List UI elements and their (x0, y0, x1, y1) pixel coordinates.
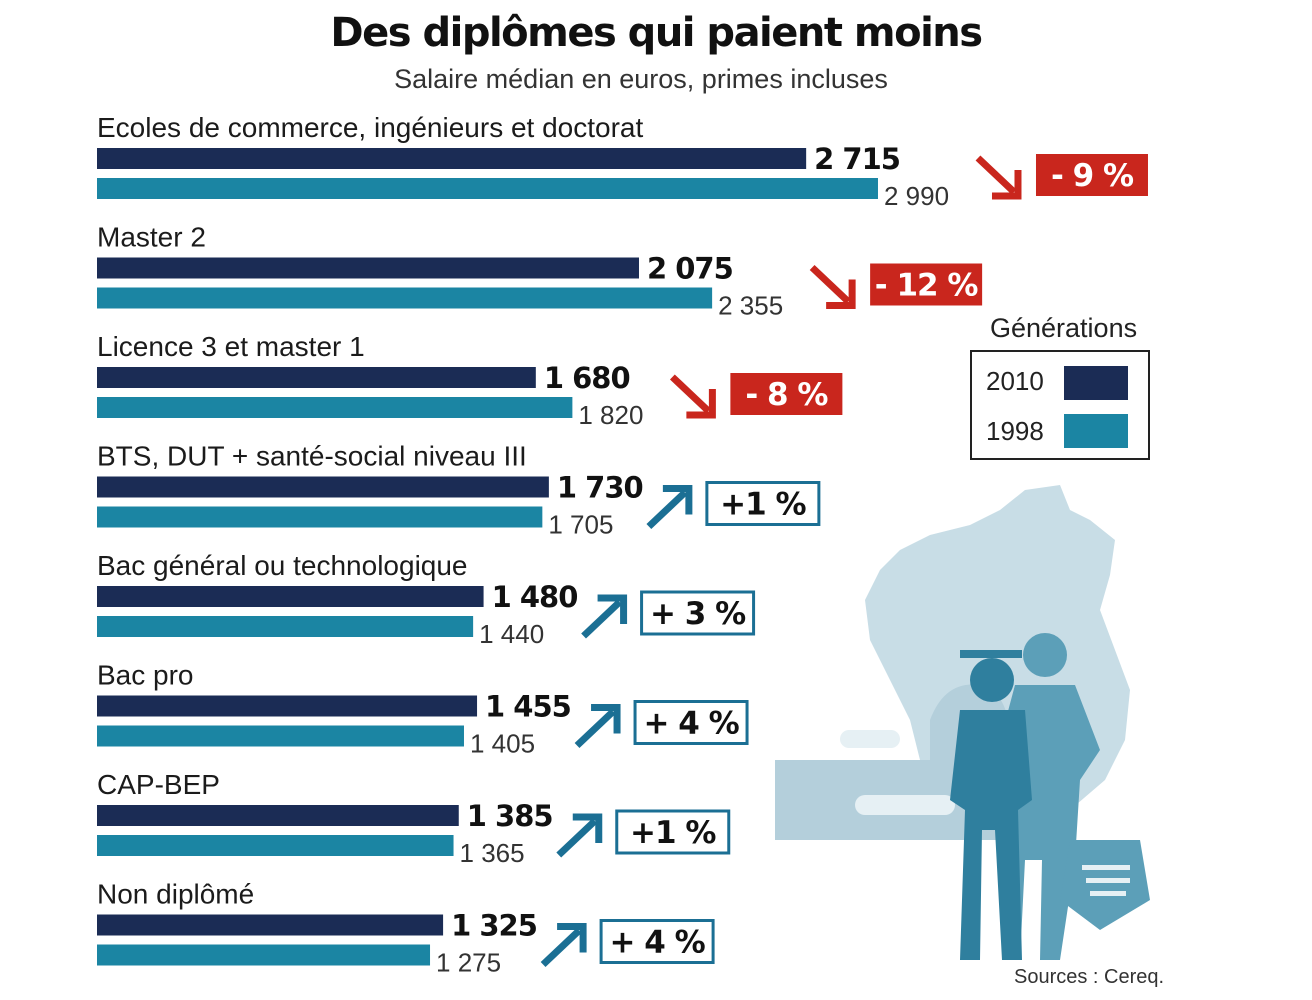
value-label-2010: 1 455 (485, 690, 571, 724)
bar-1998 (97, 835, 454, 856)
up-arrow-head (557, 923, 587, 953)
down-arrow-icon (809, 264, 851, 305)
change-badge (615, 809, 731, 855)
bar-1998 (97, 178, 878, 199)
change-badge (1035, 154, 1148, 196)
down-arrow-icon (669, 374, 711, 414)
legend-label-1998: 1998 (986, 416, 1044, 446)
down-arrow-head (686, 389, 716, 419)
woman-figure (950, 650, 1032, 960)
change-label: - 12 % (875, 268, 979, 304)
change-label: + 4 % (609, 925, 705, 961)
value-label-1998: 1 705 (548, 510, 613, 540)
bar-1998 (97, 397, 573, 418)
value-label-2010: 1 730 (557, 471, 643, 505)
sources-note: Sources : Cereq. (1014, 966, 1165, 988)
legend-swatch-2010 (1064, 366, 1128, 400)
category-label: Bac pro (97, 660, 194, 691)
legend-item-2010: 2010 (986, 366, 1044, 397)
graduates-illustration (775, 485, 1150, 960)
change-label: - 9 % (1051, 158, 1134, 194)
category-label: Master 2 (97, 222, 206, 253)
value-label-1998: 2 355 (718, 291, 783, 321)
change-label: +1 % (630, 815, 716, 851)
bar-2010 (97, 695, 478, 717)
change-badge (640, 590, 756, 636)
up-arrow-icon (581, 599, 622, 639)
chart-title: Des diplômes qui paient moins (330, 10, 983, 56)
bar-1998 (97, 506, 543, 528)
value-label-2010: 1 325 (451, 909, 537, 943)
bar-1998 (97, 944, 431, 966)
value-label-2010: 2 075 (647, 252, 733, 286)
down-arrow-head (826, 279, 856, 309)
change-badge (705, 481, 821, 526)
bar-1998 (97, 725, 464, 747)
value-label-1998: 1 275 (436, 948, 501, 978)
up-arrow-head (572, 813, 603, 843)
value-label-2010: 1 385 (467, 799, 553, 833)
change-badge (599, 919, 715, 964)
category-label: Non diplômé (97, 879, 254, 910)
bar-1998 (97, 287, 713, 309)
bar-2010 (97, 257, 639, 279)
bar-2010 (97, 805, 459, 826)
value-label-1998: 1 820 (578, 400, 643, 430)
up-arrow-head (591, 704, 621, 734)
bar-2010 (97, 367, 536, 388)
up-arrow-icon (540, 927, 582, 968)
change-badge (870, 263, 983, 306)
down-arrow-head (991, 170, 1022, 200)
value-label-2010: 2 715 (814, 142, 900, 176)
value-label-1998: 1 440 (479, 619, 544, 649)
up-arrow-icon (574, 708, 616, 749)
building-window-band (855, 795, 955, 815)
legend-label-2010: 2010 (986, 366, 1044, 396)
value-label-1998: 1 405 (470, 729, 535, 759)
bar-1998 (97, 616, 474, 637)
legend: 2010 1998 (970, 350, 1150, 460)
bar-2010 (97, 476, 549, 498)
bar-2010 (97, 148, 807, 169)
legend-title: Générations (990, 313, 1138, 343)
up-arrow-head (597, 594, 628, 624)
change-label: + 4 % (643, 706, 739, 742)
category-label: Ecoles de commerce, ingénieurs et doctor… (97, 112, 643, 143)
up-arrow-icon (646, 489, 688, 530)
down-arrow-icon (975, 155, 1017, 195)
diploma-scroll (1060, 840, 1150, 930)
change-label: +1 % (720, 487, 806, 523)
chart-subtitle: Salaire médian en euros, primes incluses (394, 64, 888, 94)
value-label-2010: 1 480 (492, 580, 578, 614)
bar-2010 (97, 586, 484, 607)
change-badge (730, 373, 843, 415)
change-label: + 3 % (650, 596, 746, 632)
up-arrow-icon (556, 818, 598, 858)
category-label: Licence 3 et master 1 (97, 331, 365, 362)
change-badge (633, 700, 749, 745)
category-label: CAP-BEP (97, 769, 220, 800)
change-label: - 8 % (745, 377, 828, 413)
bar-2010 (97, 914, 444, 936)
value-label-1998: 2 990 (884, 181, 949, 211)
building-window-band (840, 730, 900, 748)
legend-swatch-1998 (1064, 414, 1128, 448)
up-arrow-head (662, 485, 693, 515)
category-label: Bac général ou technologique (97, 550, 468, 581)
value-label-2010: 1 680 (544, 361, 630, 395)
legend-item-1998: 1998 (986, 416, 1044, 447)
value-label-1998: 1 365 (460, 838, 525, 868)
category-label: BTS, DUT + santé-social niveau III (97, 441, 527, 472)
